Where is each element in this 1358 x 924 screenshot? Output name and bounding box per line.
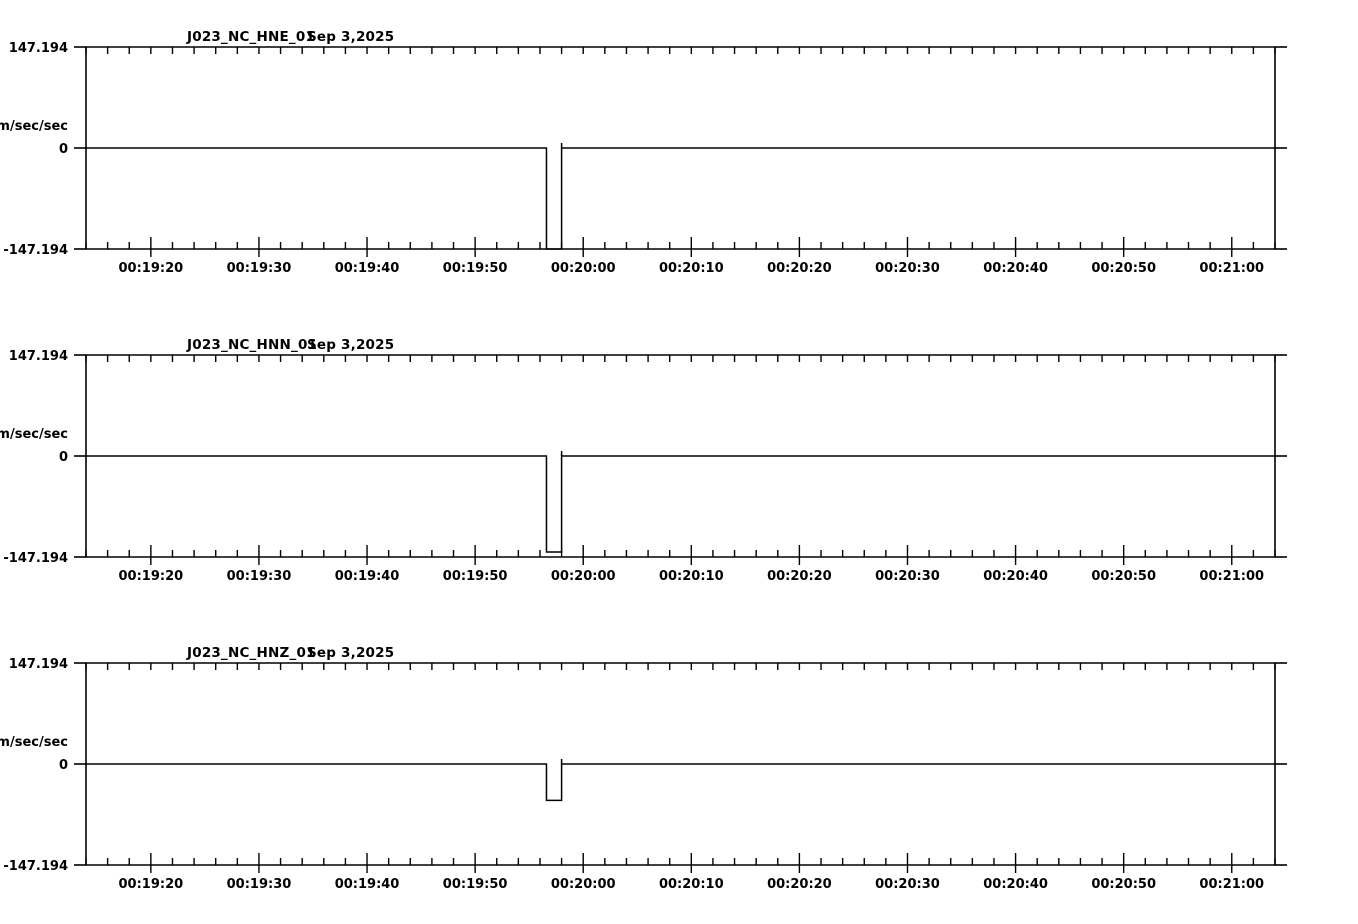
trace-plot-panel-hnn: 00:19:20 00:19:30 00:19:40 00:19:50 00:20:00… — [0, 337, 1287, 584]
x-tick-labels: 00:19:20 00:19:30 00:19:40 00:19:50 00:20:00… — [119, 569, 1265, 584]
x-tick-label: 00:20:20 — [767, 569, 832, 584]
y-label-min: -147.194 — [3, 243, 68, 258]
x-tick-label: 00:19:30 — [227, 261, 292, 276]
y-axis-unit-label: cm/sec/sec — [0, 427, 68, 442]
x-tick-label: 00:20:50 — [1091, 877, 1156, 892]
x-tick-labels: 00:19:20 00:19:30 00:19:40 00:19:50 00:20:00… — [119, 877, 1265, 892]
trace-name-label: J023_NC_HNE_01 — [186, 29, 315, 45]
x-tick-label: 00:20:10 — [659, 877, 724, 892]
x-tick-label: 00:19:20 — [119, 261, 184, 276]
x-tick-label: 00:19:30 — [227, 569, 292, 584]
x-tick-label: 00:19:40 — [335, 261, 400, 276]
trace-name-label: J023_NC_HNZ_01 — [186, 645, 316, 661]
x-tick-label: 00:21:00 — [1199, 877, 1264, 892]
x-tick-label: 00:20:00 — [551, 569, 616, 584]
x-tick-label: 00:19:40 — [335, 569, 400, 584]
x-tick-label: 00:20:30 — [875, 877, 940, 892]
trace-date-label: Sep 3,2025 — [307, 29, 394, 45]
x-tick-label: 00:20:40 — [983, 877, 1048, 892]
y-label-max: 147.194 — [9, 657, 68, 672]
y-label-zero: 0 — [59, 758, 68, 773]
trace-plot-panel-hnz: 00:19:20 00:19:30 00:19:40 00:19:50 00:20:00… — [0, 645, 1287, 892]
x-tick-label: 00:19:30 — [227, 877, 292, 892]
trace-date-label: Sep 3,2025 — [307, 337, 394, 353]
y-axis-labels: 147.194 0 -147.194 cm/sec/sec — [0, 41, 68, 258]
x-tick-label: 00:20:10 — [659, 569, 724, 584]
y-label-min: -147.194 — [3, 859, 68, 874]
y-tick-marks — [74, 662, 1287, 866]
x-tick-label: 00:20:00 — [551, 261, 616, 276]
x-tick-label: 00:20:40 — [983, 261, 1048, 276]
trace-panel-hnn: 00:19:20 00:19:30 00:19:40 00:19:50 00:20:00… — [0, 308, 1358, 598]
waveform-trace — [86, 147, 1275, 250]
trace-panel-hnz: 00:19:20 00:19:30 00:19:40 00:19:50 00:20:00… — [0, 616, 1358, 906]
x-tick-label: 00:20:50 — [1091, 569, 1156, 584]
trace-name-label: J023_NC_HNN_01 — [186, 337, 317, 353]
x-tick-label: 00:20:40 — [983, 569, 1048, 584]
x-tick-label: 00:19:40 — [335, 877, 400, 892]
y-label-max: 147.194 — [9, 349, 68, 364]
y-axis-labels: 147.194 0 -147.194 cm/sec/sec — [0, 657, 68, 874]
trace-date-label: Sep 3,2025 — [307, 645, 394, 661]
x-tick-marks — [85, 355, 1276, 565]
trace-panel-hne: 00:19:20 00:19:30 00:19:40 00:19:50 00:20:00… — [0, 0, 1358, 290]
plot-frame — [85, 662, 1276, 866]
y-axis-unit-label: cm/sec/sec — [0, 119, 68, 134]
x-tick-label: 00:21:00 — [1199, 569, 1264, 584]
x-tick-label: 00:20:50 — [1091, 261, 1156, 276]
x-tick-marks — [85, 47, 1276, 257]
waveform-trace — [86, 455, 1275, 553]
x-tick-label: 00:19:20 — [119, 877, 184, 892]
y-label-zero: 0 — [59, 142, 68, 157]
x-tick-label: 00:20:10 — [659, 261, 724, 276]
x-tick-label: 00:20:20 — [767, 877, 832, 892]
x-tick-label: 00:21:00 — [1199, 261, 1264, 276]
x-tick-label: 00:20:30 — [875, 569, 940, 584]
x-tick-label: 00:20:20 — [767, 261, 832, 276]
y-label-max: 147.194 — [9, 41, 68, 56]
trace-plot-panel-hne: 00:19:20 00:19:30 00:19:40 00:19:50 00:20:00… — [0, 29, 1287, 276]
x-tick-marks — [85, 663, 1276, 873]
x-tick-label: 00:19:50 — [443, 877, 508, 892]
y-axis-labels: 147.194 0 -147.194 cm/sec/sec — [0, 349, 68, 566]
waveform-trace — [86, 763, 1275, 802]
x-tick-label: 00:20:00 — [551, 877, 616, 892]
x-tick-label: 00:19:20 — [119, 569, 184, 584]
x-tick-label: 00:20:30 — [875, 261, 940, 276]
y-tick-marks — [74, 46, 1287, 250]
y-label-min: -147.194 — [3, 551, 68, 566]
x-tick-label: 00:19:50 — [443, 261, 508, 276]
x-tick-label: 00:19:50 — [443, 569, 508, 584]
x-tick-labels: 00:19:20 00:19:30 00:19:40 00:19:50 00:20:00… — [119, 261, 1265, 276]
y-axis-unit-label: cm/sec/sec — [0, 735, 68, 750]
y-tick-marks — [74, 354, 1287, 558]
y-label-zero: 0 — [59, 450, 68, 465]
